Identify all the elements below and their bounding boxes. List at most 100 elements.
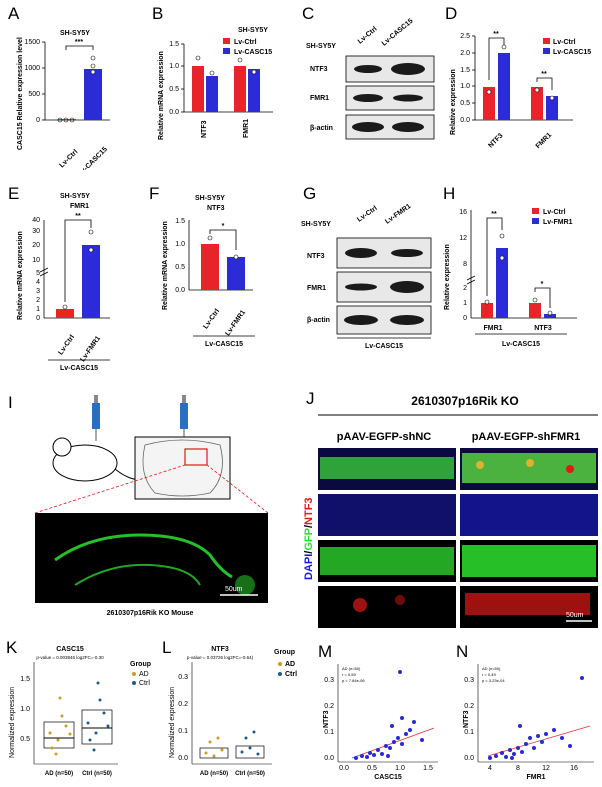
bar [234,66,246,112]
svg-text:r = 0.59: r = 0.59 [342,672,356,677]
svg-text:0.5: 0.5 [169,86,179,93]
svg-text:pAAV-EGFP-shNC: pAAV-EGFP-shNC [337,431,432,443]
svg-text:Lv-Ctrl: Lv-Ctrl [553,39,576,46]
legend-item: Lv-CASC15 [234,49,272,56]
svg-text:β-actin: β-actin [307,317,330,324]
x-label: Lv-Ctrl [58,148,79,169]
bar-lv-casc15 [84,69,102,120]
svg-text:0.5: 0.5 [460,100,470,107]
panel-k-chart: CASC15 p-value = 0.003846 log2FC=-0.30 N… [9,646,151,777]
svg-text:2610307p16Rik KO Mouse: 2610307p16Rik KO Mouse [107,610,194,617]
panel-n: N AD (n=50) r = 0.49 p = 3.23e-04 NTF3 0… [454,638,602,782]
panel-f-chart: SH-SY5Y NTF3 Relative mRNA expression 0.… [162,195,255,348]
panel-f: F SH-SY5Y NTF3 Relative mRNA expression … [145,170,295,380]
svg-text:Lv-CASC15: Lv-CASC15 [553,49,591,56]
blot-label: β-actin [310,125,333,132]
svg-text:FMR1: FMR1 [526,774,545,781]
x-label: FMR1 [243,119,250,138]
svg-text:Group: Group [130,661,151,668]
svg-text:12: 12 [459,235,467,242]
panel-letter: A [8,4,20,23]
y-axis-label: Relative expression [450,69,457,135]
svg-text:16: 16 [570,765,578,772]
svg-text:**: ** [491,211,497,218]
svg-text:4: 4 [488,765,492,772]
bar [192,66,204,112]
panel-a-chart: SH-SY5Y CASC15 Relative expression level… [17,30,110,178]
bar [546,96,558,120]
data-point [90,63,96,69]
svg-text:3: 3 [36,288,40,295]
svg-text:Lv-CASC15: Lv-CASC15 [205,341,243,348]
panel-n-chart: AD (n=50) r = 0.49 p = 3.23e-04 NTF3 0.0… [463,664,594,781]
data-point [57,117,63,123]
svg-text:FMR1: FMR1 [70,203,89,210]
panel-b: B SH-SY5Y Lv-Ctrl Lv-CASC15 Relative mRN… [148,0,298,170]
svg-text:FMR1: FMR1 [307,285,326,292]
panel-g-blot: SH-SY5Y Lv-Ctrl Lv-FMR1 NTF3 FMR1 β-acti… [301,203,432,350]
svg-text:1.0: 1.0 [395,765,405,772]
svg-text:Lv-CASC15: Lv-CASC15 [60,365,98,372]
svg-text:1.5: 1.5 [423,765,433,772]
svg-text:1.5: 1.5 [169,41,179,48]
cell-line-label: SH-SY5Y [306,43,336,50]
svg-text:2.0: 2.0 [460,50,470,57]
panel-letter: N [456,642,469,661]
svg-text:Group: Group [274,649,295,656]
svg-text:0.0: 0.0 [178,755,188,762]
panel-letter: M [318,642,333,661]
tick-label: 0 [36,117,40,124]
svg-text:Relative mRNA expression: Relative mRNA expression [162,221,169,310]
panel-title: SH-SY5Y [238,27,268,34]
svg-text:r = 0.49: r = 0.49 [482,672,496,677]
panel-g: G SH-SY5Y Lv-Ctrl Lv-FMR1 NTF3 FMR1 β-ac… [295,170,437,380]
y-axis-label: Relative mRNA expression [158,51,165,140]
svg-text:**: ** [493,31,499,38]
x-label: Lv-CASC15 [77,146,109,170]
panel-c-blot: SH-SY5Y Lv-Ctrl Lv-CASC15 NTF3 FMR1 β-ac… [306,18,435,140]
svg-text:0.0: 0.0 [460,117,470,124]
svg-text:1.0: 1.0 [20,706,30,713]
svg-text:0.0: 0.0 [339,765,349,772]
svg-text:Ctrl: Ctrl [139,680,150,687]
svg-text:0.5: 0.5 [367,765,377,772]
svg-text:20: 20 [32,242,40,249]
tick-label: 1000 [24,65,40,72]
svg-text:AD (n=50): AD (n=50) [342,666,361,671]
svg-text:1.5: 1.5 [20,676,30,683]
svg-text:Relative expression: Relative expression [444,244,451,310]
svg-text:AD: AD [285,661,295,668]
bar [206,76,218,112]
svg-text:Lv-FMR1: Lv-FMR1 [224,309,247,337]
panel-title: SH-SY5Y [60,30,90,37]
svg-text:NTF3: NTF3 [211,646,229,653]
data-point [63,117,69,123]
svg-text:*: * [541,281,544,288]
svg-text:0.0: 0.0 [324,755,334,762]
svg-text:pAAV-EGFP-shFMR1: pAAV-EGFP-shFMR1 [472,431,581,443]
significance: *** [75,39,83,46]
svg-text:0.2: 0.2 [178,701,188,708]
panel-letter: K [6,638,18,657]
panel-letter: E [8,184,20,203]
panel-a: A SH-SY5Y CASC15 Relative expression lev… [0,0,148,178]
svg-text:SH-SY5Y: SH-SY5Y [195,195,225,202]
svg-text:AD (n=50): AD (n=50) [200,771,228,777]
panel-letter: L [162,638,172,657]
blot-label: NTF3 [310,66,328,73]
svg-text:CASC15: CASC15 [374,774,402,781]
panel-l: L NTF3 p-value = 0.03726 log2FC=-0.64) N… [162,638,312,782]
svg-text:50um: 50um [566,612,584,619]
svg-text:NTF3: NTF3 [487,132,504,149]
svg-text:0.0: 0.0 [175,287,185,294]
svg-text:NTF3: NTF3 [207,205,225,212]
panel-e: E SH-SY5Y FMR1 Relative mRNA expression … [0,170,145,380]
panel-letter: D [445,4,458,23]
x-label: NTF3 [201,120,208,138]
svg-text:Normalized expression: Normalized expression [9,687,16,758]
svg-text:Relative mRNA expression: Relative mRNA expression [17,231,24,320]
svg-text:0: 0 [36,315,40,322]
svg-text:NTF3: NTF3 [534,325,552,332]
svg-text:FMR1: FMR1 [483,325,502,332]
bar [248,69,260,112]
